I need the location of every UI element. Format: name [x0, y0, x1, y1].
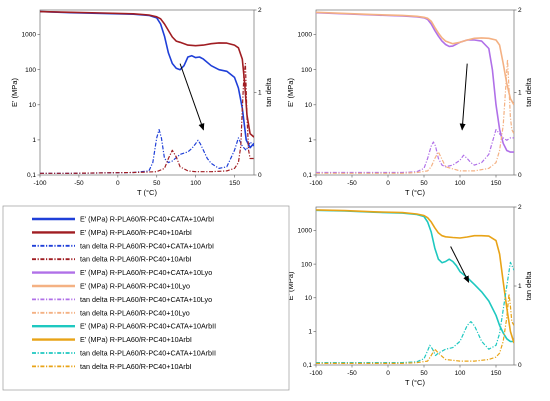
annotation-arrow: [459, 63, 468, 131]
legend-label: tan delta R-PLA60/R-PC40+CATA+10ArbII: [80, 349, 216, 358]
y2-tick-label: 0: [518, 362, 522, 369]
legend-label: tan delta R-PLA60/R-PC40+10ArbI: [80, 362, 192, 371]
legend-label: tan delta R-PLA60/R-PC40+CATA+10ArbI: [80, 241, 214, 250]
x-tick-label: 50: [420, 180, 428, 187]
y-tick-label: 10: [305, 102, 313, 109]
y-tick-label: 1: [308, 137, 312, 144]
x-tick-label: 150: [491, 370, 502, 377]
chart-panel-bottom-right: -100 -50 0 50 100 150 0,1 1 10 100 1000 0 1 2 T (°C) E'…: [286, 204, 533, 387]
y-axis-label: E' (MPa): [10, 78, 19, 107]
legend: E' (MPa) R-PLA60/R-PC40+CATA+10ArbI E' (M…: [2, 205, 290, 391]
series-line: [40, 10, 254, 138]
y2-axis-label: tan delta: [524, 77, 533, 107]
plot-frame: [315, 9, 515, 176]
y2-tick-label: 0: [258, 172, 262, 179]
y-tick-label: 1000: [298, 32, 313, 39]
y-tick-label: 1000: [22, 32, 37, 39]
x-tick-label: 0: [116, 180, 120, 187]
y2-axis-label: tan delta: [264, 77, 273, 107]
y-axis-label: E' (MPa): [286, 78, 295, 107]
x-tick-label: 100: [190, 180, 201, 187]
x-axis-label: T (°C): [137, 188, 157, 197]
x-tick-label: 100: [455, 370, 466, 377]
y2-axis-label: tan delta: [524, 271, 533, 301]
legend-label: E' (MPa) R-PLA60/R-PC40+10ArbI: [80, 335, 192, 344]
series-line: [316, 11, 514, 153]
chart-panel-top-right: -100 -50 0 50 100 150 0,1 1 10 100 1000 0 1 2 T (°C) E'…: [286, 7, 533, 197]
series-group: [316, 11, 514, 174]
x-tick-label: -100: [309, 370, 322, 377]
legend-label: E' (MPa) R-PLA60/R-PC40+CATA+10Lyo: [80, 268, 212, 277]
series-line: [316, 261, 514, 364]
x-tick-label: 150: [491, 180, 502, 187]
series-group: [40, 10, 254, 174]
y-tick-label: 0,1: [303, 172, 312, 179]
series-line: [316, 129, 514, 174]
y2-tick-label: 2: [258, 7, 262, 14]
x-axis-label: T (°C): [405, 188, 425, 197]
series-line: [316, 293, 514, 364]
series-line: [40, 129, 254, 174]
y-axis-label: E' (MPa): [286, 271, 295, 300]
legend-box: [2, 205, 290, 391]
series-group: [316, 209, 514, 364]
x-axis-label: T (°C): [405, 378, 425, 387]
series-line: [316, 58, 514, 174]
y-tick-label: 1: [32, 137, 36, 144]
plot-frame: [315, 206, 515, 366]
legend-label: E' (MPa) R-PLA60/R-PC40+CATA+10ArbII: [80, 322, 216, 331]
legend-label: tan delta R-PLA60/R-PC40+CATA+10Lyo: [80, 295, 212, 304]
annotation-arrow: [450, 246, 470, 283]
y-tick-label: 10: [29, 102, 37, 109]
x-tick-label: 0: [386, 180, 390, 187]
x-tick-label: -50: [74, 180, 84, 187]
legend-label: tan delta R-PLA60/R-PC40+10ArbI: [80, 255, 192, 264]
x-tick-label: 0: [386, 370, 390, 377]
y2-tick-label: 2: [518, 7, 522, 14]
y2-tick-label: 1: [518, 283, 522, 290]
legend-label: tan delta R-PLA60/R-PC40+10Lyo: [80, 308, 190, 317]
series-line: [316, 209, 514, 343]
legend-label: E' (MPa) R-PLA60/R-PC40+10ArbI: [80, 228, 192, 237]
y-tick-label: 100: [25, 67, 36, 74]
x-tick-label: 50: [153, 180, 161, 187]
y-tick-label: 10: [305, 295, 313, 302]
y2-tick-label: 1: [518, 90, 522, 97]
x-tick-label: 150: [229, 180, 240, 187]
annotation-arrow: [179, 63, 205, 131]
x-tick-label: -100: [33, 180, 46, 187]
y2-tick-label: 1: [258, 90, 262, 97]
x-tick-label: 50: [420, 370, 428, 377]
x-tick-label: -50: [347, 370, 357, 377]
y-tick-label: 100: [301, 261, 312, 268]
y2-tick-label: 0: [518, 172, 522, 179]
series-line: [40, 10, 254, 149]
series-line: [316, 11, 514, 106]
y-tick-label: 1: [308, 329, 312, 336]
legend-label: E' (MPa) R-PLA60/R-PC40+10Lyo: [80, 282, 190, 291]
series-line: [40, 62, 254, 174]
chart-panel-top-left: -100 -50 0 50 100 150 0,1 1 10 100 1000 0 1 2 T (°C) E'…: [10, 7, 273, 197]
y-tick-label: 1000: [298, 228, 313, 235]
x-tick-label: -50: [347, 180, 357, 187]
x-tick-label: -100: [309, 180, 322, 187]
y2-tick-label: 2: [518, 204, 522, 211]
series-line: [316, 209, 514, 344]
plot-frame: [39, 9, 255, 176]
y-tick-label: 0,1: [303, 362, 312, 369]
y-tick-label: 100: [301, 67, 312, 74]
y-tick-label: 0,1: [27, 172, 36, 179]
legend-label: E' (MPa) R-PLA60/R-PC40+CATA+10ArbI: [80, 215, 214, 224]
x-tick-label: 100: [455, 180, 466, 187]
